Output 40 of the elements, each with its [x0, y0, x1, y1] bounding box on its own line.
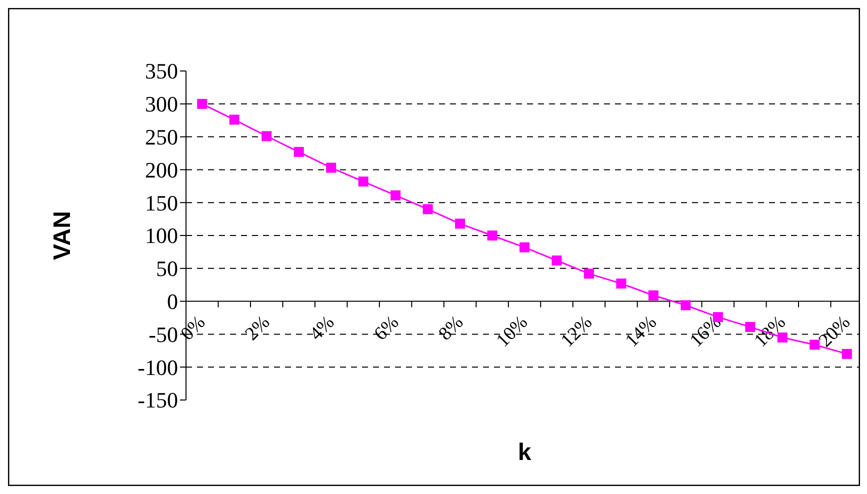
y-tick-label: 350 — [145, 58, 178, 84]
point — [520, 242, 530, 252]
x-tick-label: 18% — [750, 312, 790, 352]
y-tick-label: -100 — [138, 354, 178, 380]
x-tick-label: 4% — [306, 312, 339, 345]
y-tick-label: 250 — [145, 124, 178, 150]
x-tick-label: 6% — [370, 312, 404, 345]
point — [390, 190, 401, 200]
point — [616, 278, 626, 289]
point — [197, 98, 208, 109]
point — [487, 230, 498, 240]
x-tick-label: 10% — [492, 312, 532, 352]
x-axis-title: k — [518, 439, 532, 466]
y-tick-label: -50 — [148, 322, 178, 347]
x-tick-label: 8% — [434, 312, 468, 345]
point — [422, 204, 433, 214]
y-tick-label: 50 — [156, 256, 178, 282]
point — [358, 176, 368, 187]
x-tick-label: 2% — [241, 312, 274, 345]
point — [262, 131, 272, 142]
point — [552, 256, 562, 266]
point — [842, 348, 852, 359]
y-tick-label: 0 — [167, 289, 178, 314]
x-tick-label: 12% — [557, 312, 597, 352]
y-axis-title: VAN — [49, 211, 76, 260]
point — [294, 146, 304, 157]
point — [229, 114, 240, 125]
point — [745, 322, 756, 332]
y-tick-label: -150 — [138, 388, 178, 413]
point — [648, 290, 658, 300]
point — [455, 218, 466, 229]
point — [584, 268, 594, 279]
point — [326, 162, 336, 173]
y-tick-label: 100 — [145, 223, 178, 248]
point — [680, 300, 691, 310]
x-tick-label: 20% — [814, 312, 855, 352]
y-tick-label: 150 — [145, 190, 178, 216]
y-tick-label: 300 — [145, 92, 178, 117]
x-tick-label: 14% — [622, 312, 662, 352]
y-tick-label: 200 — [145, 157, 178, 182]
